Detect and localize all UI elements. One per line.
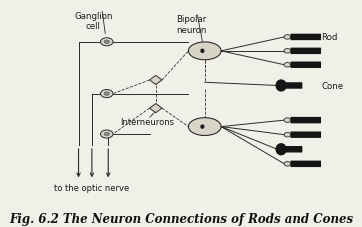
- Ellipse shape: [189, 118, 221, 136]
- FancyBboxPatch shape: [290, 62, 321, 69]
- Ellipse shape: [104, 133, 109, 136]
- Ellipse shape: [284, 162, 291, 166]
- Circle shape: [200, 125, 205, 129]
- Ellipse shape: [284, 133, 291, 137]
- Text: to the optic nerve: to the optic nerve: [54, 183, 129, 192]
- FancyBboxPatch shape: [290, 35, 321, 41]
- Ellipse shape: [277, 84, 284, 88]
- Text: Bipolar
neuron: Bipolar neuron: [176, 15, 207, 35]
- Ellipse shape: [104, 41, 109, 44]
- Polygon shape: [150, 76, 162, 85]
- Text: Fig. 6.2 The Neuron Connections of Rods and Cones: Fig. 6.2 The Neuron Connections of Rods …: [9, 212, 353, 225]
- Circle shape: [200, 49, 205, 54]
- FancyBboxPatch shape: [290, 117, 321, 124]
- Ellipse shape: [284, 63, 291, 68]
- Ellipse shape: [277, 147, 284, 152]
- Text: Ganglion
cell: Ganglion cell: [74, 12, 113, 31]
- Circle shape: [275, 143, 287, 156]
- Ellipse shape: [101, 90, 113, 98]
- FancyBboxPatch shape: [290, 132, 321, 138]
- Text: Rod: Rod: [321, 33, 338, 42]
- Ellipse shape: [284, 49, 291, 54]
- FancyBboxPatch shape: [283, 83, 302, 89]
- Ellipse shape: [101, 131, 113, 138]
- Ellipse shape: [104, 92, 109, 96]
- FancyBboxPatch shape: [283, 146, 302, 153]
- Circle shape: [275, 80, 287, 92]
- Polygon shape: [150, 104, 162, 113]
- FancyBboxPatch shape: [290, 48, 321, 55]
- Ellipse shape: [101, 39, 113, 47]
- Text: Cone: Cone: [321, 82, 343, 91]
- Ellipse shape: [284, 35, 291, 40]
- FancyBboxPatch shape: [290, 161, 321, 167]
- Text: Interneurons: Interneurons: [120, 117, 174, 126]
- Ellipse shape: [189, 43, 221, 60]
- Ellipse shape: [284, 118, 291, 123]
